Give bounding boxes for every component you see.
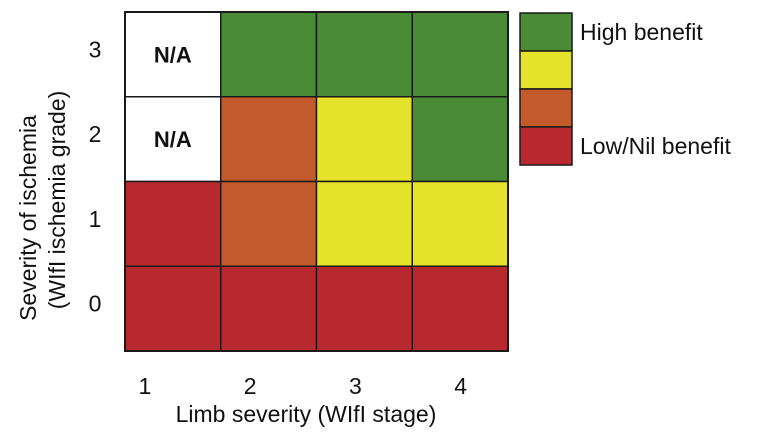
x-tick-label-4: 4 [454,373,467,399]
heatmap-border [124,11,509,352]
heatmap-cell-1-0 [124,265,222,352]
heatmap-cell-1-3 [124,11,222,98]
heatmap-cell-4-0 [411,265,509,352]
heatmap-cell-2-2 [220,96,318,183]
x-tick-label-1: 1 [138,373,151,399]
legend-label-0: High benefit [580,19,703,45]
cell-label-1-3: N/A [154,42,192,67]
heatmap-cell-3-2 [315,96,413,183]
heatmap-cell-2-1 [220,180,318,267]
heatmap-cell-1-2 [124,96,222,183]
y-tick-label-2: 2 [89,121,102,147]
legend: High benefit Low/Nil benefit [519,12,731,166]
y-tick-label-1: 1 [89,206,102,232]
y-axis-title: Severity of ischemia (WIfI ischemia grad… [15,91,70,321]
heatmap-cell-3-1 [315,180,413,267]
heatmap-cell-4-1 [411,180,509,267]
legend-swatch-0 [519,12,573,52]
legend-swatch-3 [519,126,573,166]
heatmap-cell-1-1 [124,180,222,267]
heatmap-cell-4-2 [411,96,509,183]
y-axis-title-line-1: Severity of ischemia [15,115,41,321]
heatmap-cell-4-3 [411,11,509,98]
cell-label-1-2: N/A [154,127,192,152]
heatmap-cell-3-3 [315,11,413,98]
axis-ticks: 1 2 3 4 0 1 2 3 [89,36,468,399]
heatmap-cell-2-3 [220,11,318,98]
x-tick-label-3: 3 [349,373,362,399]
y-tick-label-3: 3 [89,36,102,62]
y-tick-label-0: 0 [89,291,102,317]
x-axis-title: Limb severity (WIfI stage) [176,401,437,427]
heatmap-cell-3-0 [315,265,413,352]
x-tick-label-2: 2 [244,373,257,399]
y-axis-title-line-2: (WIfI ischemia grade) [44,91,70,310]
heatmap-cells: N/A N/A [124,11,509,352]
legend-swatch-2 [519,88,573,128]
legend-swatch-1 [519,50,573,90]
heatmap-cell-2-0 [220,265,318,352]
legend-label-3: Low/Nil benefit [580,133,731,159]
